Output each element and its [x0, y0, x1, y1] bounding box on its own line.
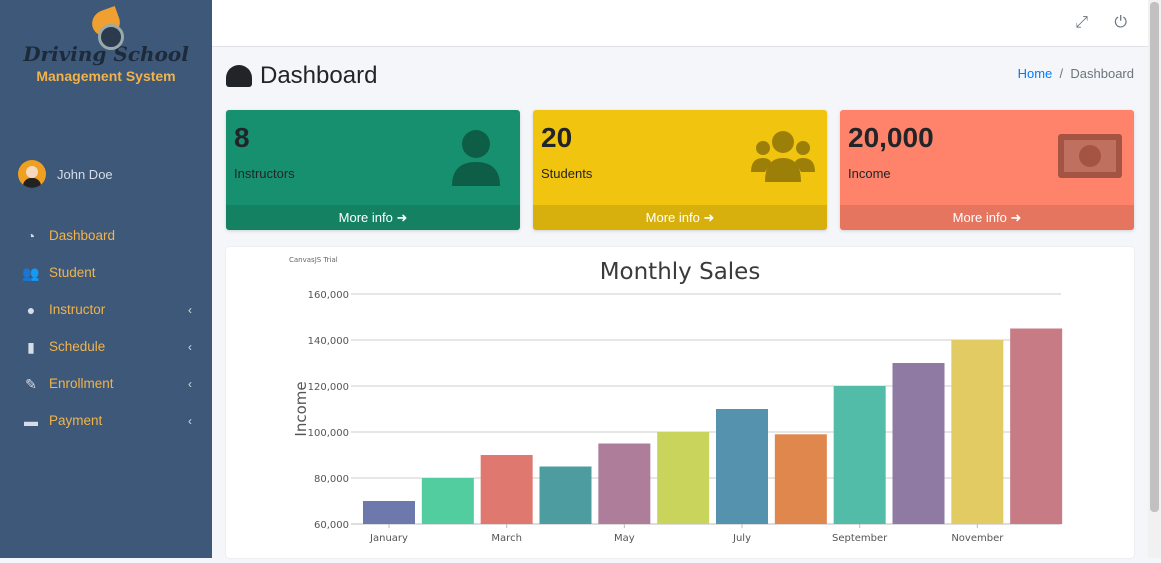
sidebar-item-payment[interactable]: ▬ Payment ‹: [0, 402, 212, 439]
fullscreen-icon[interactable]: ⤢: [1075, 14, 1088, 31]
bar: [539, 466, 592, 524]
money-bill-icon: [1058, 134, 1122, 178]
wheel-flame-icon: [86, 8, 126, 50]
sidebar-item-label: Payment: [49, 413, 103, 428]
page-title-text: Dashboard: [260, 62, 378, 89]
stat-value: 20,000: [848, 122, 934, 153]
user-name[interactable]: John Doe: [57, 166, 113, 182]
bar: [480, 455, 533, 524]
edit-icon: ✎: [25, 375, 37, 392]
logo-subtitle: Management System: [36, 68, 176, 84]
book-icon: ▮: [27, 338, 35, 355]
y-tick-label: 160,000: [308, 290, 349, 301]
topbar: ⤢ ⏻: [212, 0, 1148, 47]
breadcrumb-current: Dashboard: [1070, 66, 1134, 81]
more-info-link[interactable]: More info ➜: [533, 205, 827, 230]
breadcrumb-separator: /: [1055, 66, 1067, 81]
bar: [833, 386, 886, 524]
y-tick-label: 80,000: [314, 474, 349, 485]
stat-label: Instructors: [234, 166, 295, 181]
bar: [598, 443, 651, 524]
stat-value: 20: [541, 122, 573, 153]
bar: [363, 501, 415, 524]
stat-label: Income: [848, 166, 891, 181]
money-icon: ▬: [24, 412, 38, 429]
stat-box-students: 20 Students More info ➜: [533, 110, 827, 230]
x-tick-label: May: [614, 533, 635, 544]
bar: [657, 432, 710, 524]
stat-box-instructors: 8 Instructors More info ➜: [226, 110, 520, 230]
power-icon[interactable]: ⏻: [1114, 14, 1127, 31]
more-info-link[interactable]: More info ➜: [840, 205, 1134, 230]
y-tick-label: 100,000: [308, 428, 349, 439]
sidebar-item-label: Schedule: [49, 339, 106, 354]
bar: [421, 478, 474, 524]
sidebar-item-label: Enrollment: [49, 376, 114, 391]
x-tick-label: January: [369, 533, 408, 544]
tachometer-icon: [226, 65, 252, 87]
sidebar-nav: ◔ Dashboard 👥 Student ● Instructor ‹ ▮ Schedule ‹…: [0, 217, 212, 439]
user-icon: ●: [26, 301, 36, 318]
chevron-left-icon[interactable]: ‹: [188, 413, 192, 428]
user-icon: [452, 130, 500, 186]
users-icon: 👥: [22, 264, 40, 281]
sidebar: Driving School Management System John Do…: [0, 0, 212, 558]
page-title: Dashboard: [226, 62, 377, 90]
breadcrumb: Home / Dashboard: [1018, 66, 1134, 81]
chevron-left-icon[interactable]: ‹: [188, 339, 192, 354]
x-tick-label: July: [732, 533, 751, 544]
more-info-link[interactable]: More info ➜: [226, 205, 520, 230]
x-tick-label: September: [832, 533, 888, 544]
user-panel[interactable]: John Doe: [18, 160, 113, 188]
stat-value: 8: [234, 122, 250, 153]
avatar: [18, 160, 46, 188]
chevron-left-icon[interactable]: ‹: [188, 376, 192, 391]
breadcrumb-home[interactable]: Home: [1017, 66, 1053, 81]
logo[interactable]: Driving School Management System: [0, 8, 212, 84]
sidebar-item-label: Dashboard: [49, 228, 116, 243]
chevron-left-icon[interactable]: ‹: [188, 302, 192, 317]
sidebar-item-label: Instructor: [49, 302, 106, 317]
x-tick-label: November: [951, 533, 1004, 544]
bar: [1010, 328, 1063, 524]
y-tick-label: 60,000: [314, 520, 349, 531]
chart-title: Monthly Sales: [600, 259, 761, 285]
monthly-sales-chart: CanvasJS Trial Monthly Sales Income 60,000 8…: [289, 256, 1063, 544]
y-tick-label: 140,000: [308, 336, 349, 347]
x-tick-label: March: [491, 533, 521, 544]
bar: [951, 340, 1004, 524]
bar: [716, 409, 768, 524]
sidebar-item-student[interactable]: 👥 Student: [0, 254, 212, 291]
y-tick-label: 120,000: [308, 382, 349, 393]
stat-label: Students: [541, 166, 593, 181]
tachometer-icon: ◔: [26, 227, 36, 244]
users-icon: [751, 131, 815, 182]
bar: [892, 363, 945, 524]
sidebar-item-enrollment[interactable]: ✎ Enrollment ‹: [0, 365, 212, 402]
chart-watermark: CanvasJS Trial: [289, 256, 338, 264]
scrollbar[interactable]: [1148, 0, 1161, 558]
stat-box-income: 20,000 Income More info ➜: [840, 110, 1134, 230]
sidebar-item-schedule[interactable]: ▮ Schedule ‹: [0, 328, 212, 365]
sidebar-item-dashboard[interactable]: ◔ Dashboard: [0, 217, 212, 254]
chart-card: CanvasJS Trial Monthly Sales Income 60,000 8…: [226, 247, 1134, 558]
bar: [774, 434, 827, 524]
sidebar-item-label: Student: [49, 265, 96, 280]
y-axis-label: Income: [292, 381, 310, 436]
scrollbar-thumb[interactable]: [1150, 2, 1159, 512]
sidebar-item-instructor[interactable]: ● Instructor ‹: [0, 291, 212, 328]
